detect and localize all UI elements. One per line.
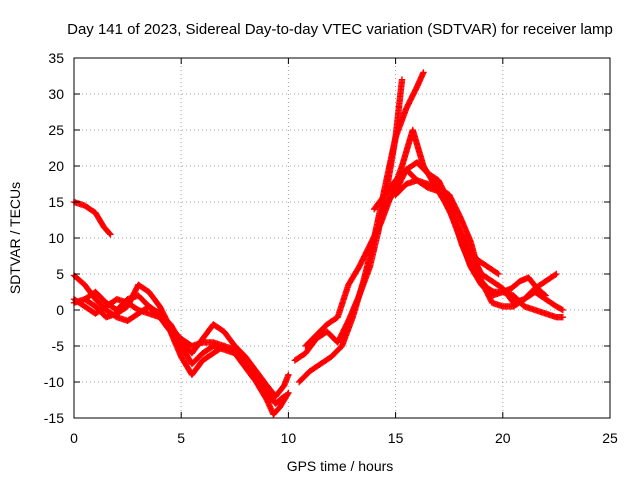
x-axis-label: GPS time / hours (287, 458, 394, 474)
y-tick-label: 0 (56, 302, 64, 318)
y-axis-label: SDTVAR / TECUs (7, 182, 23, 294)
data-point (220, 342, 228, 350)
data-point (398, 76, 406, 83)
data-point (552, 271, 559, 278)
data-point (106, 230, 113, 237)
x-tick-label: 15 (388, 430, 404, 446)
data-point (284, 390, 291, 398)
x-tick-label: 10 (281, 430, 297, 446)
axis-ticks: 0 5 10 15 20 25 -15 -10 -5 0 5 10 15 20 25 30 35 (44, 50, 618, 446)
y-tick-label: 25 (48, 122, 64, 138)
y-tick-label: 20 (48, 158, 64, 174)
series-track-5 (70, 281, 228, 350)
x-tick-label: 25 (602, 430, 618, 446)
series-track-7 (291, 76, 406, 364)
y-tick-label: 30 (48, 86, 64, 102)
series-track-1 (70, 198, 114, 238)
data-series (70, 69, 567, 418)
data-point (559, 306, 567, 314)
y-tick-label: 35 (48, 50, 64, 66)
y-tick-label: -5 (52, 338, 65, 354)
data-point (494, 270, 501, 277)
data-point (285, 371, 292, 378)
x-tick-label: 5 (177, 430, 185, 446)
y-tick-label: 5 (56, 266, 64, 282)
data-point (559, 314, 567, 321)
series-track-12 (446, 198, 549, 299)
y-tick-label: -15 (44, 410, 64, 426)
data-point (542, 292, 549, 299)
chart-title: Day 141 of 2023, Sidereal Day-to-day VTE… (67, 21, 613, 38)
y-tick-label: -10 (44, 374, 64, 390)
data-point (420, 69, 427, 76)
y-tick-label: 10 (48, 230, 64, 246)
x-tick-label: 20 (495, 430, 511, 446)
data-point (279, 394, 287, 401)
data-point (285, 389, 292, 396)
x-tick-label: 0 (70, 430, 78, 446)
data-point (553, 270, 560, 278)
data-point (107, 231, 114, 238)
data-point (280, 393, 288, 400)
data-point (558, 306, 565, 313)
data-point (495, 270, 502, 278)
data-point (541, 291, 548, 298)
y-tick-label: 15 (48, 194, 64, 210)
